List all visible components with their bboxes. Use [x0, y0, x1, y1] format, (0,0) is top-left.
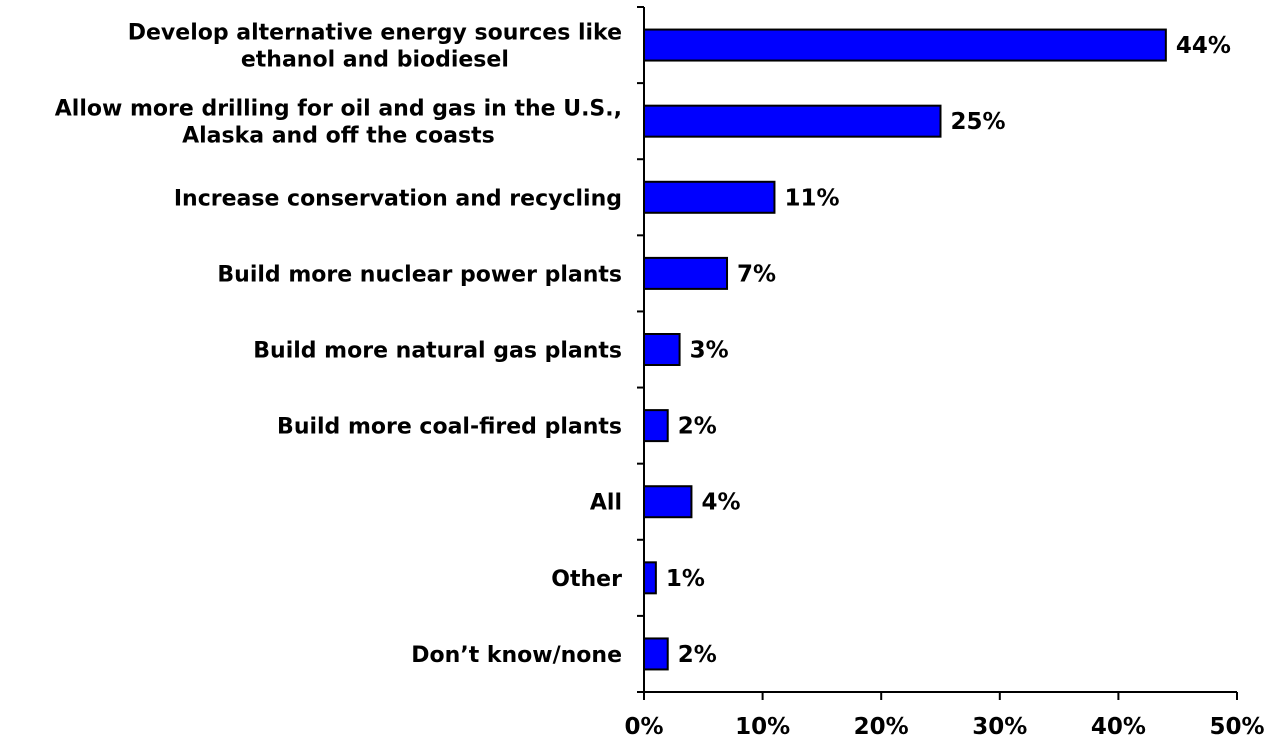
- category-label-line: Alaska and off the coasts: [182, 124, 495, 149]
- category-label: Build more nuclear power plants: [217, 262, 622, 287]
- category-label-line: All: [590, 491, 622, 516]
- category-label: Build more natural gas plants: [253, 339, 622, 364]
- category-label-line: Build more coal-fired plants: [277, 415, 622, 440]
- category-label: Increase conservation and recycling: [174, 186, 622, 211]
- x-tick-label: 20%: [854, 714, 909, 740]
- bar: [643, 180, 776, 214]
- bars-group: [643, 28, 1167, 671]
- category-label-line: Don’t know/none: [411, 643, 622, 668]
- x-tick-label: 30%: [972, 714, 1027, 740]
- category-label-line: Build more nuclear power plants: [217, 262, 622, 287]
- category-label-line: ethanol and biodiesel: [241, 48, 509, 73]
- value-label: 44%: [1176, 33, 1231, 59]
- value-label: 7%: [737, 261, 776, 287]
- axes-group: [637, 6, 1238, 700]
- bar: [643, 256, 729, 290]
- x-tick-label: 40%: [1091, 714, 1146, 740]
- bar: [643, 485, 693, 519]
- bar: [643, 104, 942, 138]
- x-tick-label: 0%: [624, 714, 663, 740]
- category-label: Don’t know/none: [411, 643, 622, 668]
- value-label: 2%: [678, 642, 717, 668]
- labels-group: 44% Develop alternative energy sources li…: [55, 21, 1265, 740]
- bar: [643, 28, 1167, 62]
- x-tick-label: 10%: [735, 714, 790, 740]
- category-label-line: Build more natural gas plants: [253, 339, 622, 364]
- category-label-line: Develop alternative energy sources like: [128, 21, 622, 46]
- category-label: Allow more drilling for oil and gas in t…: [55, 97, 622, 149]
- value-label: 11%: [784, 185, 839, 211]
- category-label: Develop alternative energy sources like e…: [128, 21, 622, 73]
- category-label-line: Allow more drilling for oil and gas in t…: [55, 97, 622, 122]
- value-label: 3%: [690, 338, 729, 364]
- category-label: Other: [551, 567, 622, 592]
- category-label: Build more coal-fired plants: [277, 415, 622, 440]
- value-label: 1%: [666, 566, 705, 592]
- bar: [643, 561, 657, 595]
- category-label: All: [590, 491, 622, 516]
- category-label-line: Increase conservation and recycling: [174, 186, 622, 211]
- bar: [643, 637, 669, 671]
- value-label: 2%: [678, 414, 717, 440]
- x-tick-label: 50%: [1209, 714, 1264, 740]
- value-label: 4%: [701, 490, 740, 516]
- category-label-line: Other: [551, 567, 622, 592]
- bar: [643, 333, 681, 366]
- value-label: 25%: [951, 109, 1006, 135]
- bar: [643, 409, 669, 443]
